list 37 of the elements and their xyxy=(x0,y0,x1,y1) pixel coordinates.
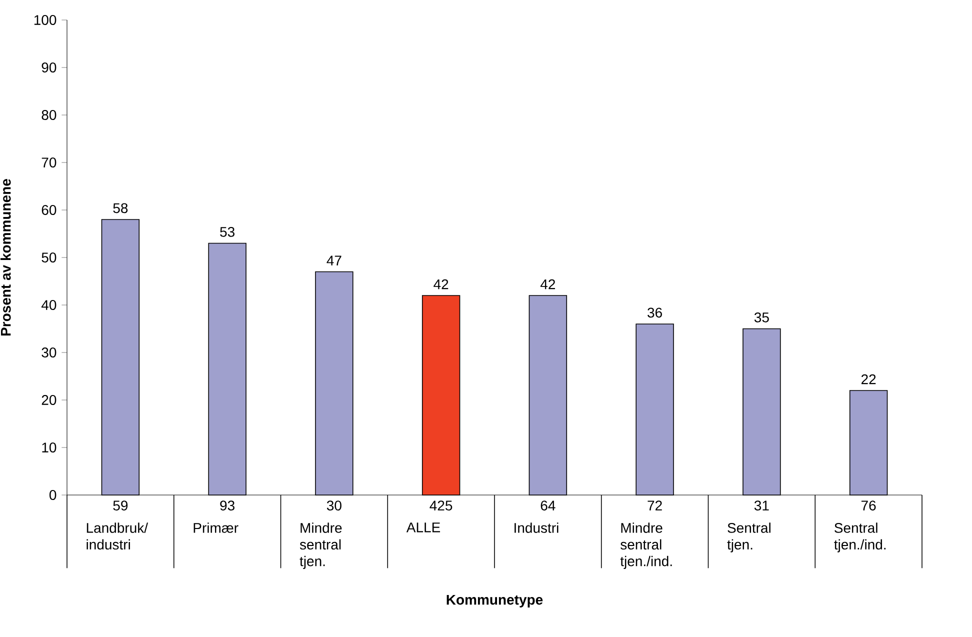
x-tick-label: Industri xyxy=(514,522,558,533)
y-tick-label: 30 xyxy=(42,348,56,358)
data-label: 47 xyxy=(326,256,342,266)
x-tick-label: ALLE xyxy=(406,522,440,532)
text: 30 xyxy=(326,500,342,511)
y-tick-label: 80 xyxy=(42,110,56,120)
text: 93 xyxy=(220,500,234,511)
text: 59 xyxy=(113,500,128,511)
y-tick-label: 60 xyxy=(42,205,56,215)
data-label: 36 xyxy=(648,308,662,318)
data-label: 22 xyxy=(861,374,876,384)
x-tick-label: Sentral tjen./ind. xyxy=(834,522,886,552)
y-tick-label: 40 xyxy=(41,300,56,310)
text: 76 xyxy=(861,500,876,511)
y-tick-label: 50 xyxy=(42,252,56,262)
text: 64 xyxy=(540,500,556,511)
data-label: 53 xyxy=(220,226,234,237)
data-label: 35 xyxy=(754,312,769,322)
y-axis-title: Prosent av kommunene xyxy=(0,179,11,336)
data-label: 42 xyxy=(434,279,448,290)
x-tick-label: Mindre sentral tjen./ind. xyxy=(620,522,672,569)
text: 425 xyxy=(430,500,452,511)
x-tick-label: Mindre sentral tjen. xyxy=(300,522,342,569)
x-tick-label: Sentral tjen. xyxy=(727,522,770,552)
data-label: 42 xyxy=(540,279,556,290)
y-tick-label: 100 xyxy=(34,15,56,25)
y-tick-label: 90 xyxy=(42,62,56,72)
x-tick-label: Primær xyxy=(194,522,238,533)
text: 31 xyxy=(754,500,769,511)
y-tick-label: 20 xyxy=(42,395,56,405)
y-tick-label: 70 xyxy=(42,158,56,168)
x-tick-label: Landbruk/ industri xyxy=(86,522,148,550)
text: 72 xyxy=(648,500,662,510)
y-tick-label: 10 xyxy=(42,442,56,452)
data-label: 58 xyxy=(113,203,128,214)
y-tick-label: 0 xyxy=(49,490,56,500)
x-axis-title: Kommunetype xyxy=(446,594,543,608)
